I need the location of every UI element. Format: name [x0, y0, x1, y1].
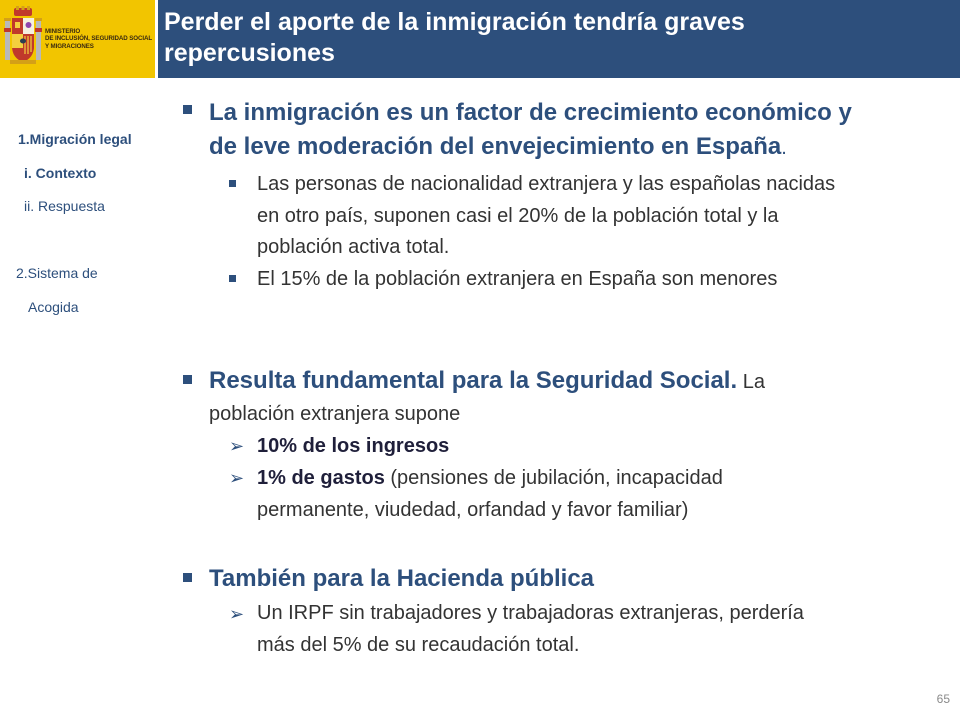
bullet-seguridad-social: Resulta fundamental para la Seguridad So… — [209, 364, 954, 399]
slide-title-line: Perder el aporte de la inmigración tendr… — [164, 8, 745, 36]
sub-bullet-text: permanente, viudedad, orfandad y favor f… — [257, 498, 689, 521]
bullet-immigration-growth: La inmigración es un factor de crecimien… — [209, 96, 954, 165]
bullet-text: Resulta fundamental para la Seguridad So… — [209, 367, 738, 394]
square-bullet-icon — [183, 105, 192, 114]
ministry-line: DE INCLUSIÓN, SEGURIDAD SOCIAL — [45, 35, 153, 43]
page-number: 65 — [936, 692, 950, 706]
bullet-text: La inmigración es un factor de crecimien… — [209, 99, 852, 126]
sub-bullet-minors: El 15% de la población extranjera en Esp… — [257, 264, 957, 296]
slide-title: Perder el aporte de la inmigración tendr… — [164, 7, 944, 69]
square-bullet-icon — [229, 180, 236, 187]
sub-bullet-ingresos: 10% de los ingresos — [257, 431, 957, 463]
sub-bullet-text: Las personas de nacionalidad extranjera … — [257, 173, 836, 195]
nav-item-sistema-acogida[interactable]: 2.Sistema de — [16, 265, 98, 281]
bullet-period: . — [781, 137, 787, 159]
title-bar: Perder el aporte de la inmigración tendr… — [158, 0, 960, 78]
arrow-bullet-icon: ➢ — [229, 436, 245, 456]
ministry-line: MINISTERIO — [45, 28, 81, 35]
sub-bullet-text: El 15% de la población extranjera en Esp… — [257, 268, 778, 290]
bullet-text: de leve moderación del envejecimiento en… — [209, 133, 782, 160]
sub-bullet-text-bold: 1% de gastos — [257, 467, 385, 489]
bullet-text: También para la Hacienda pública — [209, 565, 595, 592]
ministry-logo: MINISTERIO DE INCLUSIÓN, SEGURIDAD SOCIA… — [0, 0, 155, 78]
sub-bullet-text: población activa total. — [257, 236, 450, 258]
slide-title-line: repercusiones — [164, 39, 335, 67]
sub-bullet-gastos: 1% de gastos (pensiones de jubilación, i… — [257, 463, 957, 526]
arrow-bullet-icon: ➢ — [229, 604, 245, 624]
square-bullet-icon — [183, 375, 192, 384]
bullet-text-rest: La — [737, 371, 765, 393]
arrow-bullet-icon: ➢ — [229, 468, 245, 488]
nav-item-respuesta[interactable]: ii. Respuesta — [24, 198, 105, 214]
sub-bullet-text: más del 5% de su recaudación total. — [257, 633, 580, 656]
nav-item-contexto[interactable]: i. Contexto — [24, 165, 97, 181]
ministry-name: MINISTERIO DE INCLUSIÓN, SEGURIDAD SOCIA… — [45, 28, 155, 50]
nav-item-migracion-legal[interactable]: 1.Migración legal — [18, 131, 132, 147]
sub-bullet-text: 10% de los ingresos — [257, 435, 450, 457]
sub-bullet-irpf: Un IRPF sin trabajadores y trabajadoras … — [257, 598, 957, 661]
nav-item-sistema-acogida-cont[interactable]: Acogida — [28, 299, 79, 315]
sub-bullet-text: en otro país, suponen casi el 20% de la … — [257, 204, 779, 227]
bullet-text: población extranjera supone — [209, 403, 461, 425]
ministry-line: Y MIGRACIONES — [45, 42, 94, 50]
sub-bullet-text: (pensiones de jubilación, incapacidad — [384, 467, 723, 489]
bullet-seguridad-social-cont: población extranjera supone — [209, 400, 909, 428]
sub-bullet-text: Un IRPF sin trabajadores y trabajadoras … — [257, 602, 804, 624]
bullet-hacienda: También para la Hacienda pública — [209, 562, 954, 596]
sub-bullet-population-share: Las personas de nacionalidad extranjera … — [257, 169, 957, 264]
section-nav: 1.Migración legal i. Contexto ii. Respue… — [0, 78, 155, 720]
square-bullet-icon — [183, 573, 192, 582]
spain-coat-of-arms-icon — [4, 6, 42, 64]
square-bullet-icon — [229, 275, 236, 282]
